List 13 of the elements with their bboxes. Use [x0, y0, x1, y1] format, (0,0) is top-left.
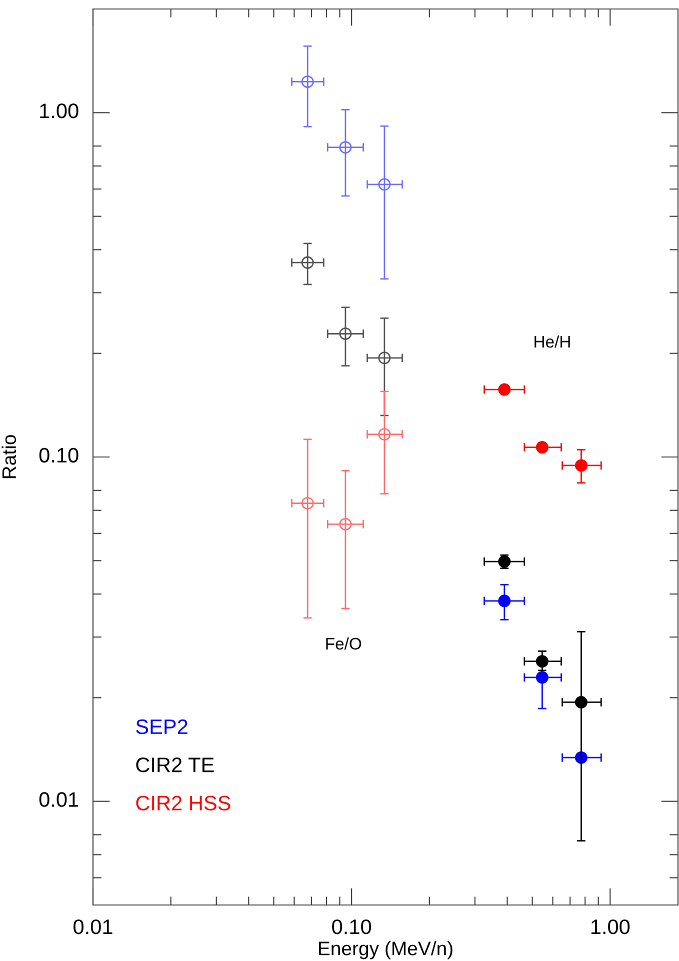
y-tick-label: 0.10: [39, 448, 78, 463]
annotation: Fe/O: [326, 637, 362, 650]
x-tick-label: 0.10: [332, 919, 372, 934]
x-axis-title: Energy (MeV/n): [319, 941, 452, 960]
y-tick-label: 0.01: [39, 792, 78, 807]
y-tick-label: 1.00: [40, 103, 78, 118]
x-tick-label: 1.00: [591, 919, 630, 934]
text: SEP2: [136, 719, 188, 734]
annotation: He/H: [534, 335, 570, 348]
x-tick-label: 0.01: [74, 919, 112, 934]
text: CIR2 HSS: [136, 796, 230, 810]
y-axis-title: Ratio: [2, 435, 16, 478]
text: CIR2 TE: [136, 758, 214, 772]
